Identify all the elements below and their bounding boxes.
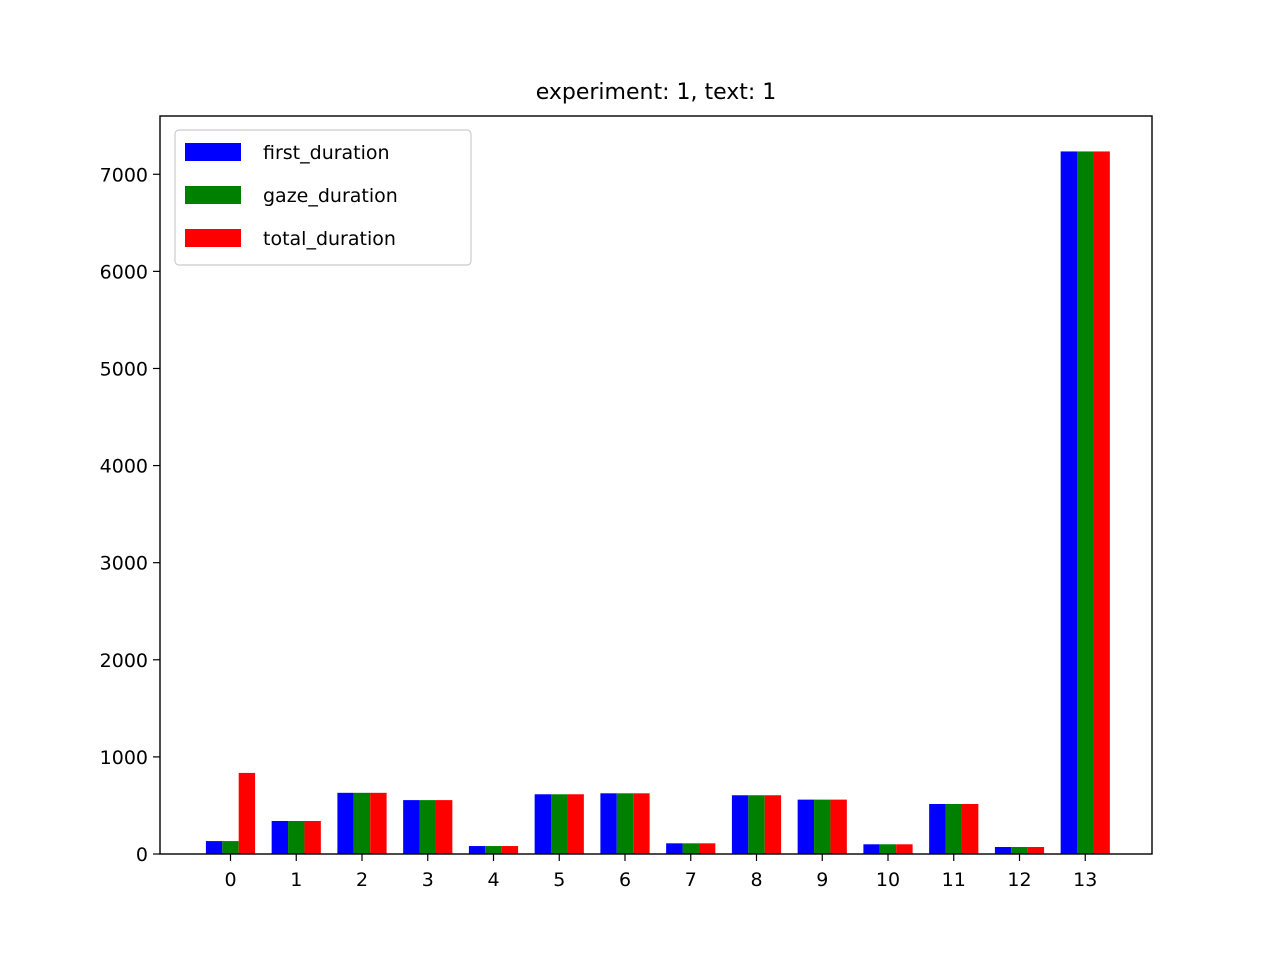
plot-frame [159,115,1153,855]
bar-total_duration-2 [370,792,387,854]
bar-gaze_duration-2 [353,792,371,854]
bar-first_duration-12 [994,847,1012,854]
bar-total_duration-7 [698,843,716,854]
y-tick-label: 5000 [100,358,148,380]
x-tick-label: 11 [942,869,966,891]
y-tick-label: 4000 [100,456,148,478]
x-tick-label: 2 [356,869,368,891]
bar-first_duration-1 [271,820,289,854]
y-tick-label: 6000 [100,261,148,283]
x-tick-label: 6 [619,869,631,891]
bar-first_duration-7 [666,843,683,854]
bar-total_duration-8 [764,795,782,854]
x-tick-label: 3 [422,869,434,891]
x-tick-label: 8 [750,869,762,891]
legend-label-total_duration: total_duration [263,228,396,250]
x-tick-label: 10 [876,869,900,891]
x-tick-label: 12 [1007,869,1031,891]
legend-box [174,129,472,266]
bar-gaze_duration-5 [551,794,568,854]
bar-first_duration-10 [863,844,880,854]
chart-title: experiment: 1, text: 1 [536,80,777,105]
bar-total_duration-10 [896,844,913,854]
bar-gaze_duration-11 [945,803,962,854]
x-tick-label: 9 [816,869,828,891]
y-tick-label: 2000 [100,650,148,672]
bar-total_duration-9 [830,799,847,854]
bar-gaze_duration-1 [288,820,305,854]
legend-swatch-total_duration [185,229,241,247]
bar-first_duration-0 [205,841,223,854]
bar-first_duration-11 [929,803,946,854]
bar-total_duration-3 [435,800,453,854]
bar-first_duration-4 [468,846,486,854]
bars-group [205,151,1110,854]
bar-gaze_duration-10 [879,844,897,854]
y-tick-label: 7000 [100,164,148,186]
bar-total_duration-0 [238,772,256,854]
bar-gaze_duration-6 [616,793,634,854]
x-tick-label: 4 [487,869,499,891]
bar-first_duration-5 [534,794,552,854]
bar-gaze_duration-13 [1077,151,1094,854]
bar-first_duration-2 [337,792,354,854]
bar-gaze_duration-4 [485,846,502,854]
bar-first_duration-9 [797,799,815,854]
y-axis: 0 1000 2000 3000 4000 5000 6000 7000 [100,164,160,866]
bar-gaze_duration-12 [1011,847,1028,854]
x-tick-label: 7 [685,869,697,891]
y-tick-label: 1000 [100,747,148,769]
y-tick-label: 3000 [100,553,148,575]
bar-first_duration-8 [731,795,749,854]
bar-total_duration-11 [961,803,979,854]
bar-first_duration-6 [600,793,617,854]
x-axis: 0 1 2 3 4 5 6 7 8 9 10 11 12 13 [224,854,1097,891]
bar-gaze_duration-7 [682,843,699,854]
y-tick-label: 0 [136,844,148,866]
bar-gaze_duration-8 [748,795,765,854]
bar-total_duration-4 [501,846,519,854]
bar-total_duration-12 [1027,847,1045,854]
x-tick-label: 5 [553,869,565,891]
bar-total_duration-13 [1093,151,1110,854]
legend-label-gaze_duration: gaze_duration [263,185,398,207]
x-tick-label: 0 [224,869,236,891]
legend-label-first_duration: first_duration [263,142,390,164]
bar-total_duration-5 [567,794,584,854]
x-tick-label: 13 [1073,869,1097,891]
x-tick-label: 1 [290,869,302,891]
bar-total_duration-1 [304,820,321,854]
bar-gaze_duration-9 [814,799,831,854]
legend: first_duration gaze_duration total_duratio… [174,129,472,266]
bar-first_duration-13 [1060,151,1078,854]
bar-gaze_duration-0 [222,841,239,854]
bar-total_duration-6 [633,793,650,854]
bar-gaze_duration-3 [419,800,436,854]
legend-swatch-first_duration [185,143,241,161]
bar-first_duration-3 [403,800,420,854]
legend-swatch-gaze_duration [185,186,241,204]
